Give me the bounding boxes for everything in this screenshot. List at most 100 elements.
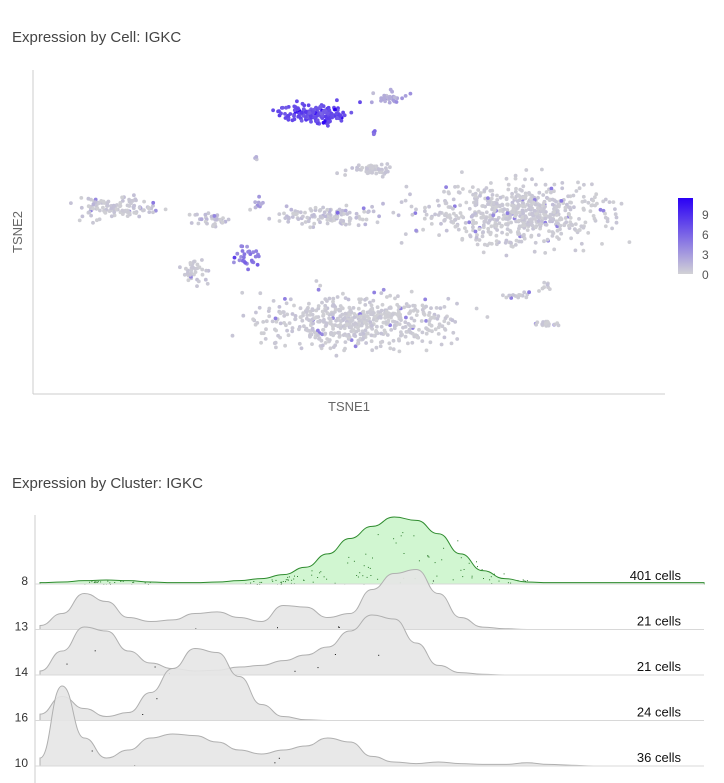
cell-point (573, 222, 578, 227)
cell-point (294, 212, 299, 216)
cell-point (349, 318, 354, 323)
cell-point (142, 199, 147, 204)
cell-point (332, 304, 337, 308)
cell-point (372, 290, 377, 295)
cell-point (429, 215, 434, 220)
ridge-cell-dot (294, 670, 296, 672)
cell-point (368, 320, 373, 324)
cell-point (449, 341, 454, 346)
cell-point (405, 304, 410, 308)
cell-point (286, 219, 291, 224)
cell-point (220, 220, 225, 225)
cell-point (399, 333, 403, 338)
scatter-points (69, 87, 632, 358)
cell-point (237, 258, 242, 263)
tsne-scatter-plot[interactable]: TSNE1 TSNE2 9 6 3 0 (0, 60, 724, 420)
cell-point (424, 331, 429, 336)
cell-point (482, 188, 487, 193)
ridge-cell-dot (400, 535, 402, 537)
cell-point (118, 203, 123, 208)
ridge-cell-dot (277, 627, 278, 629)
cell-point (533, 225, 538, 230)
cell-point (352, 333, 357, 337)
cell-point (557, 237, 561, 241)
ridge-cell-dot (285, 579, 287, 581)
cell-point (579, 241, 584, 246)
cell-point (378, 340, 383, 345)
cell-point (332, 215, 337, 219)
cell-point (506, 187, 511, 192)
cell-point (254, 310, 258, 315)
cell-point (402, 305, 406, 310)
cell-point (248, 207, 253, 212)
cell-point (524, 168, 529, 172)
cell-point (364, 341, 368, 345)
cell-point (449, 219, 454, 224)
cell-point (254, 249, 259, 254)
ridge-cell-dot (363, 565, 365, 567)
cell-point (333, 307, 338, 312)
cell-point (468, 234, 473, 239)
cell-point (399, 330, 403, 335)
cell-point (308, 225, 313, 230)
cell-point (543, 182, 548, 187)
cell-point (309, 119, 313, 124)
cell-point (420, 303, 425, 308)
cell-point (364, 217, 369, 222)
cell-point (298, 306, 303, 311)
cell-point (593, 195, 597, 200)
cell-point (367, 170, 372, 175)
cell-point (335, 339, 339, 344)
cell-point (480, 215, 485, 220)
cell-point (398, 315, 402, 320)
cell-point (103, 211, 108, 215)
cell-point (427, 313, 431, 317)
ridge-cell-dot (253, 581, 255, 582)
cell-point (387, 341, 392, 346)
cell-point (316, 315, 321, 319)
cell-point (358, 100, 362, 105)
cell-point (310, 312, 315, 317)
cell-point (541, 203, 545, 208)
cell-point (444, 201, 449, 206)
ridge-cell-dot (372, 557, 373, 559)
ridge-cell-dot (348, 556, 350, 558)
cell-point (137, 205, 142, 210)
cell-point (223, 219, 228, 224)
cell-point (494, 239, 499, 244)
cell-point (303, 109, 308, 114)
cell-point (375, 324, 379, 329)
cell-point (361, 337, 365, 341)
cell-point (442, 335, 447, 340)
cell-point (127, 199, 132, 204)
cell-point (98, 208, 102, 213)
ridge-cell-dot (114, 582, 116, 583)
cell-point (522, 223, 526, 228)
cell-point (520, 200, 525, 205)
cell-point (495, 218, 499, 222)
ridge-cell-dot (365, 553, 367, 555)
cell-point (439, 342, 444, 347)
ridge-plot[interactable]: 8 401 cells 13 21 cells 14 21 cells 16 24 cells… (0, 505, 724, 783)
ridge-cell-dot (120, 581, 122, 582)
cell-point (555, 228, 560, 233)
cell-point (305, 307, 310, 312)
cell-point (548, 219, 552, 224)
cell-point (601, 199, 606, 204)
cell-point (283, 297, 287, 301)
cell-point (501, 293, 505, 298)
cell-point (370, 327, 375, 331)
cell-point (505, 222, 510, 227)
cell-point (112, 210, 117, 215)
cell-point (451, 197, 456, 202)
ridge-cell-dot (359, 572, 361, 574)
cell-point (417, 327, 421, 332)
ridge-area-cluster-10[interactable] (39, 685, 704, 767)
cell-point (363, 222, 368, 227)
cell-point (320, 332, 324, 337)
cell-point (480, 234, 485, 239)
cell-point (287, 321, 292, 325)
cell-point (571, 193, 576, 198)
cell-point (321, 327, 326, 332)
ridge-area-cluster-8[interactable] (39, 516, 705, 585)
